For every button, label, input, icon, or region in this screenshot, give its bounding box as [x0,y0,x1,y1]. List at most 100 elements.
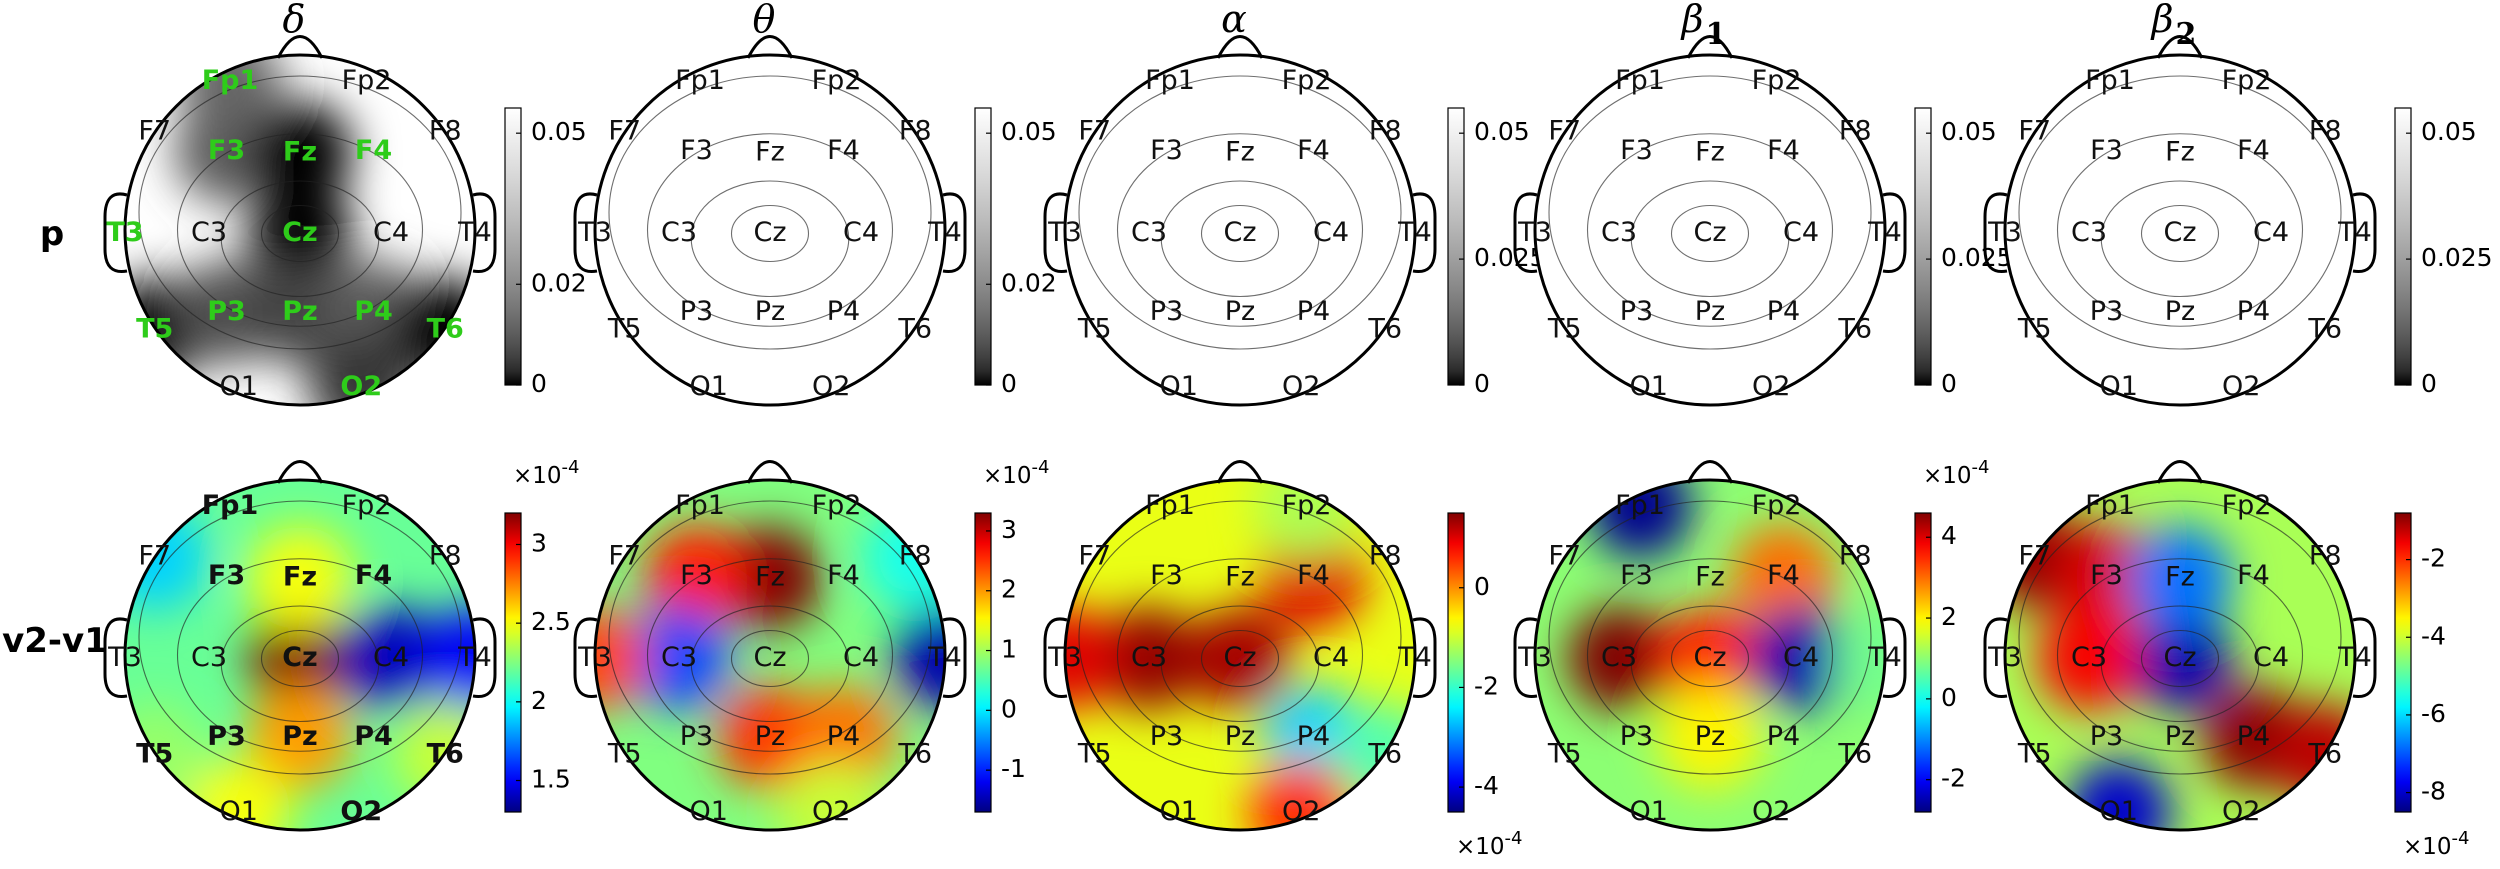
colorbar: 0.05 0.02 0 [504,107,587,398]
colorbar-gradient [1914,107,1932,386]
colorbar-multiplier: ×10-4 [1456,828,1523,860]
electrode-labels: Fp1 Fp2 F7 F3 Fz F4 F8 T3 C3 Cz C4 T4 T5 P3 Pz P4 T6 O1 O2 [1987,65,2372,402]
row-label-v2-v1: v2-v1 [2,621,108,661]
contour-lines [138,500,462,775]
band-title: δ [283,0,306,41]
electrode-label-fp2: Fp2 [2222,490,2272,521]
left-ear-outline [1043,617,1068,699]
electrode-label-f4: F4 [1767,135,1800,166]
topo-blob [1248,760,1354,830]
electrode-label-fp2: Fp2 [812,490,862,521]
colorbar-tick-label: 2 [531,686,547,715]
electrode-label-c3: C3 [191,217,227,248]
colorbar-gradient [974,107,992,386]
electrode-label-fz: Fz [2165,137,2195,168]
electrode-label-fz: Fz [283,562,317,593]
electrode-label-t4: T4 [457,217,492,248]
electrode-label-t4: T4 [1397,642,1432,673]
electrode-labels: Fp1 Fp2 F7 F3 Fz F4 F8 T3 C3 Cz C4 T4 T5 P3 Pz P4 T6 O1 O2 [577,65,962,402]
right-ear-outline [472,617,497,699]
colorbar-tick-label: 0.05 [1941,117,1997,146]
electrode-label-f4: F4 [355,135,392,166]
electrode-label-p3: P3 [207,721,246,752]
electrode-label-t4: T4 [457,642,492,673]
electrode-label-o2: O2 [1282,371,1320,402]
topo-blob [1731,523,1836,629]
electrode-label-p4: P4 [1767,721,1800,752]
electrode-label-cz: Cz [1223,217,1256,248]
topo-blob [778,760,884,830]
electrode-label-c3: C3 [2071,217,2107,248]
electrode-label-c3: C3 [191,642,227,673]
band-title: β1 [1680,0,1727,52]
electrode-label-t6: T6 [1837,738,1872,769]
colorbar-tick-label: 1.5 [531,765,571,794]
row-labels: p v2-v1 [2,214,108,661]
contour-lines [1548,75,1872,350]
electrode-label-o2: O2 [2222,796,2260,827]
electrode-label-cz: Cz [753,642,786,673]
electrode-label-t5: T5 [1547,313,1582,344]
colorbar-gradient [2394,512,2412,813]
electrode-label-p4: P4 [2237,296,2270,327]
colorbar-tick-label: 0 [1001,694,1017,723]
electrode-label-t3: T3 [1517,217,1552,248]
head-outline [593,53,947,407]
colorbar-gradient [2394,107,2412,386]
colorbar: 0.05 0.025 0 [1447,107,1546,398]
electrode-label-c3: C3 [1601,217,1637,248]
colorbar-multiplier: ×10-4 [2403,828,2470,860]
right-ear-outline [1412,192,1437,274]
electrode-label-fz: Fz [1695,137,1725,168]
electrode-label-c4: C4 [1783,217,1819,248]
topo-background [1535,55,1885,405]
head-outline [123,478,477,832]
electrode-label-f4: F4 [1297,135,1330,166]
colorbar-gradient [504,512,522,813]
electrode-label-cz: Cz [282,642,318,673]
electrode-label-t6: T6 [1837,313,1872,344]
electrode-label-t5: T5 [607,738,642,769]
topo-blob [1657,606,1763,711]
colorbar: 0 -2 -4 ×10-4 [1447,512,1523,860]
electrode-label-f4: F4 [2237,135,2270,166]
colorbar-tick-label: -8 [2421,777,2446,806]
band-title: β2 [2150,0,2197,52]
head-outline [2003,478,2357,832]
colorbar: -2 -4 -6 -8 ×10-4 [2394,512,2470,860]
electrode-label-f3: F3 [2090,135,2123,166]
electrode-label-t4: T4 [927,642,962,673]
electrode-label-t5: T5 [607,313,642,344]
colorbar-gradient [504,107,522,386]
topo-blob [1065,606,1118,711]
electrode-label-pz: Pz [1225,721,1255,752]
electrode-labels: Fp1 Fp2 F7 F3 Fz F4 F8 T3 C3 Cz C4 T4 T5 P3 Pz P4 T6 O1 O2 [1517,490,1902,827]
electrode-label-fp1: Fp1 [1615,65,1665,96]
topo-blob [2127,606,2233,711]
electrode-label-cz: Cz [1223,642,1256,673]
nose-outline [1216,460,1264,484]
colorbar-tick-label: 0.025 [1474,243,1546,272]
electrode-label-t3: T3 [1987,642,2022,673]
electrode-label-t6: T6 [427,738,464,769]
topoplot-p-3: α Fp1 Fp2 F7 F3 Fz F4 F8 T3 C3 Cz C4 T4 T5 P3 Pz P4 T6 O1 O… [1043,0,1546,407]
nose-outline [1686,460,1734,484]
head-outline [593,478,947,832]
topo-blob [1254,480,1359,559]
electrode-label-pz: Pz [282,721,318,752]
colorbar-tick-label: 0 [1001,369,1017,398]
electrode-labels: Fp1 Fp2 F7 F3 Fz F4 F8 T3 C3 Cz C4 T4 T5 P3 Pz P4 T6 O1 O2 [1987,490,2372,827]
electrode-label-o1: O1 [1630,796,1668,827]
electrode-label-f7: F7 [138,116,171,147]
topo-blob [422,606,475,711]
electrode-label-t3: T3 [577,217,612,248]
electrode-label-t6: T6 [427,313,464,344]
contour-lines [608,75,932,350]
electrode-label-cz: Cz [1693,642,1726,673]
topo-blob [2066,760,2172,830]
colorbar-multiplier: ×10-4 [1923,457,1990,489]
electrode-label-p4: P4 [1297,721,1330,752]
right-ear-outline [942,192,967,274]
topo-blob [247,684,353,790]
colorbar-multiplier: ×10-4 [983,457,1050,489]
